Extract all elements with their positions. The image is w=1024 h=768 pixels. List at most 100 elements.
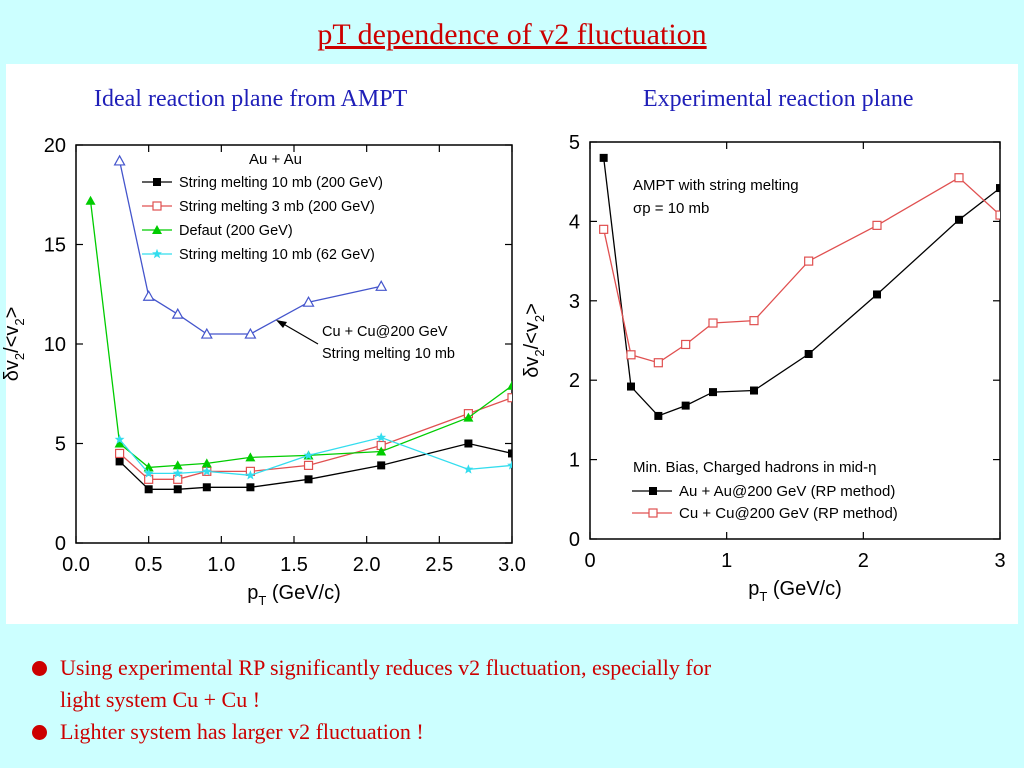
data-point [114, 434, 125, 444]
data-point [872, 220, 882, 230]
data-point [201, 466, 212, 476]
x-tick-label: 0.5 [135, 554, 163, 576]
data-point [599, 224, 609, 234]
data-point [304, 475, 313, 484]
series-line [603, 157, 1000, 417]
x-tick-label: 3.0 [498, 554, 526, 576]
data-point [376, 446, 387, 456]
bullet-text: Lighter system has larger v2 fluctuation… [60, 719, 424, 744]
legend-marker [648, 508, 658, 518]
legend-marker [152, 225, 162, 234]
legend-marker [153, 178, 161, 186]
x-tick-label: 1.5 [280, 554, 308, 576]
data-point [804, 349, 813, 358]
annotation-arrow-head [276, 320, 287, 328]
data-point [996, 184, 1000, 193]
data-point [200, 327, 213, 339]
data-point [995, 210, 1000, 220]
data-point [173, 485, 182, 494]
data-point [85, 195, 96, 205]
x-tick-label: 0.0 [62, 554, 90, 576]
annotation-label: Cu + Cu@200 GeV [322, 324, 448, 340]
bullet-dot-icon [32, 725, 47, 740]
legend-title: Au + Au [249, 151, 302, 168]
data-point [873, 290, 881, 299]
legend-label: String melting 3 mb (200 GeV) [179, 199, 375, 215]
annotation-label: String melting 10 mb [322, 346, 455, 362]
series-line [89, 200, 512, 469]
data-point [804, 256, 814, 266]
bullet-text-continued: light system Cu + Cu ! [60, 687, 261, 712]
x-tick-label: 1.0 [207, 554, 235, 576]
y-axis-label: δv2/<v2> [521, 303, 547, 378]
data-point [303, 460, 314, 470]
legend-label: String melting 10 mb (62 GeV) [179, 247, 375, 263]
data-point [246, 483, 255, 492]
bullet-dot-icon [32, 661, 47, 676]
y-tick-label: 15 [44, 235, 66, 257]
bullet-item: Lighter system has larger v2 fluctuation… [32, 716, 1002, 748]
note-label: σp = 10 mb [633, 200, 709, 217]
data-point [142, 290, 155, 301]
x-tick-label: 3 [994, 550, 1005, 572]
y-tick-label: 0 [55, 533, 66, 555]
legend-marker [152, 248, 162, 259]
data-point [171, 307, 184, 319]
data-point [245, 470, 256, 480]
data-point [954, 173, 964, 183]
data-point [114, 438, 125, 448]
data-point [653, 358, 663, 368]
data-point [681, 401, 690, 410]
data-point [113, 154, 126, 166]
note-label: AMPT with string melting [633, 177, 799, 194]
y-tick-label: 5 [55, 434, 66, 456]
data-point [508, 449, 512, 458]
data-point [173, 474, 183, 484]
slide-title: pT dependence of v2 fluctuation [317, 18, 707, 51]
data-point [507, 460, 512, 470]
bullet-text: Using experimental RP significantly redu… [60, 655, 712, 680]
data-point [202, 483, 211, 492]
legend-label: Defaut (200 GeV) [179, 223, 293, 239]
x-tick-label: 0 [584, 550, 595, 572]
bullet-item: Using experimental RP significantly redu… [32, 652, 1002, 716]
data-point [463, 464, 474, 474]
data-point [115, 457, 124, 466]
series-group [85, 195, 512, 472]
data-point [303, 450, 314, 460]
y-tick-label: 3 [569, 291, 580, 313]
y-tick-label: 10 [44, 334, 66, 356]
y-tick-label: 0 [569, 529, 580, 551]
data-point [464, 439, 473, 448]
series-group [114, 432, 512, 480]
series-group [599, 173, 1000, 368]
x-tick-label: 2 [858, 550, 869, 572]
y-axis-label: δv2/<v2> [1, 307, 27, 382]
chart-ampt-ideal-rp: 0.0 0.5 1.0 1.5 2.0 2.5 3.0 0 5 10 15 20 pT (GeV/c) δ… [1, 135, 526, 608]
series-group [599, 153, 1000, 420]
x-tick-label: 1 [721, 550, 732, 572]
data-point [114, 448, 125, 459]
data-point [302, 295, 315, 307]
series-group [114, 393, 512, 484]
plot-frame [589, 141, 1001, 540]
data-point [143, 462, 154, 472]
legend-label: Cu + Cu@200 GeV (RP method) [679, 505, 898, 522]
x-tick-label: 2.0 [353, 554, 381, 576]
legend-title: Min. Bias, Charged hadrons in mid-η [633, 459, 876, 476]
chart-experimental-rp: 0 1 2 3 0 1 2 3 4 5 pT (GeV/c) δv2/<v2> AMPT with st… [521, 132, 1006, 604]
data-point [708, 318, 718, 328]
data-point [144, 474, 154, 484]
data-point [599, 153, 608, 162]
data-point [172, 468, 183, 478]
data-point [377, 461, 386, 470]
x-axis-label: pT (GeV/c) [748, 578, 842, 604]
data-point [681, 339, 691, 350]
data-point [244, 327, 257, 339]
data-point [376, 432, 387, 442]
data-point [375, 280, 388, 291]
data-point [627, 382, 635, 391]
series-line [603, 176, 1000, 364]
data-point [709, 388, 717, 397]
data-point [750, 386, 758, 395]
